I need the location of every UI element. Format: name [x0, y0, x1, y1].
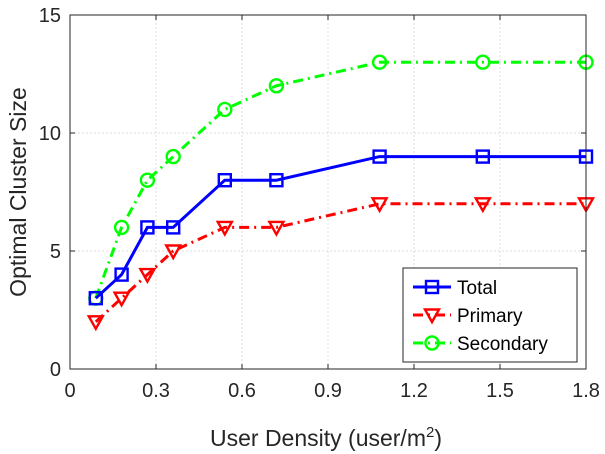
series-total-point	[372, 149, 387, 164]
x-tick-label: 0.6	[228, 380, 256, 402]
legend-item-total: Total	[413, 278, 497, 299]
x-axis-title-superscript: 2	[426, 424, 434, 441]
legend-label-secondary: Secondary	[457, 334, 548, 355]
series-total-point	[114, 267, 129, 282]
series-secondary-point	[139, 172, 156, 188]
x-tick-label: 1.8	[572, 380, 600, 402]
legend-item-secondary: Secondary	[413, 334, 548, 355]
series-primary-point	[164, 244, 183, 261]
grid	[70, 15, 586, 369]
x-tick-label: 0.9	[314, 380, 342, 402]
series-primary-point	[138, 267, 157, 285]
series-primary	[86, 197, 596, 332]
series-secondary-point	[371, 54, 388, 70]
legend-label-total: Total	[457, 278, 497, 299]
series-total-point	[140, 220, 155, 235]
legend-marker-secondary	[424, 335, 440, 351]
x-axis-title-suffix: )	[434, 425, 442, 451]
y-tick-label: 10	[39, 123, 61, 145]
x-tick-label: 0	[64, 380, 75, 402]
series-total-point	[475, 149, 490, 164]
legend-label-primary: Primary	[457, 306, 523, 327]
series-total	[88, 149, 594, 306]
series-primary-point	[370, 197, 389, 214]
series-secondary-point	[268, 78, 285, 94]
x-axis-title-text: User Density (user/m	[210, 425, 426, 451]
series-secondary-point	[475, 54, 491, 70]
series-primary-line	[94, 202, 586, 323]
series-total-point	[217, 172, 233, 188]
series-secondary	[88, 54, 594, 306]
x-tick-label: 1.2	[400, 380, 428, 402]
x-tick-label: 0.3	[142, 380, 170, 402]
y-axis-title: Optimal Cluster Size	[5, 87, 31, 297]
y-tick-label: 15	[39, 5, 61, 27]
y-tick-label: 0	[50, 359, 61, 381]
series-total-point	[269, 172, 284, 188]
series-primary-point	[86, 315, 105, 332]
series-secondary-line	[94, 60, 586, 299]
series-secondary-point	[113, 219, 130, 236]
series-layer	[86, 54, 596, 332]
series-total-point	[88, 291, 104, 306]
series-secondary-point	[165, 148, 181, 165]
series-primary-point	[215, 220, 234, 237]
legend-box	[402, 267, 578, 363]
series-primary-point	[267, 220, 286, 237]
series-total-point	[165, 220, 181, 235]
y-tick-label: 5	[50, 241, 61, 263]
x-tick-label: 1.5	[486, 380, 514, 402]
series-total-line	[94, 155, 586, 300]
legend-item-primary: Primary	[413, 306, 523, 327]
tick-labels: 0 0.3 0.6 0.9 1.2 1.5 1.8 0 5 10 15	[39, 5, 600, 402]
legend: Total Primary Secondary	[402, 267, 578, 363]
x-axis-title: User Density (user/m2)	[210, 424, 442, 451]
legend-marker-total	[424, 279, 440, 295]
legend-marker-primary	[422, 308, 442, 325]
series-primary-point	[473, 197, 492, 214]
series-secondary-point	[217, 101, 233, 118]
axes	[69, 14, 587, 370]
series-primary-point	[112, 291, 131, 308]
